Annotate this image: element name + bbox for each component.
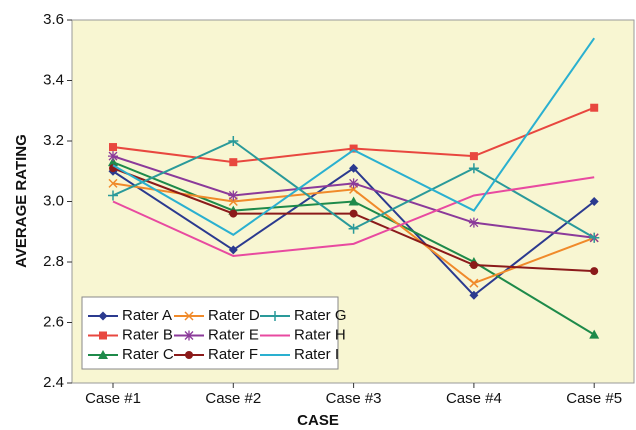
legend-box [81, 296, 339, 370]
marker [108, 178, 118, 188]
legend-label: Rater D [208, 307, 260, 324]
marker [348, 196, 359, 206]
marker [349, 209, 358, 218]
marker [589, 232, 600, 243]
marker [108, 151, 118, 162]
y-tick-label: 3.6 [43, 11, 64, 28]
marker [348, 178, 359, 189]
marker [98, 350, 108, 359]
y-tick-label: 3.2 [43, 132, 64, 149]
legend-label: Rater H [294, 326, 346, 343]
marker [228, 190, 239, 201]
marker [229, 158, 238, 167]
legend: Rater A Rater B Rater C Rater D Rater E Rater… [81, 296, 347, 370]
x-tick-label: Case #5 [566, 390, 622, 407]
marker [469, 278, 479, 288]
marker [589, 197, 599, 206]
legend-label: Rater C [122, 346, 174, 363]
x-tick-label: Case #3 [326, 390, 382, 407]
marker [184, 330, 194, 341]
x-axis-label: CASE [297, 412, 339, 429]
marker [184, 311, 194, 321]
y-tick-label: 3.0 [43, 192, 64, 209]
marker [590, 103, 599, 112]
legend-label: Rater F [208, 346, 258, 363]
marker [349, 144, 358, 153]
y-axis-label: AVERAGE RATING [13, 134, 30, 268]
legend-label: Rater E [208, 326, 259, 343]
legend-label: Rater G [294, 307, 347, 324]
marker [468, 163, 479, 174]
marker [469, 290, 479, 300]
marker [98, 311, 108, 321]
marker [185, 351, 193, 359]
x-tick-label: Case #2 [205, 390, 261, 407]
legend-label: Rater A [122, 307, 172, 324]
series-line [112, 176, 595, 257]
y-tick-label: 2.4 [43, 374, 64, 391]
series-line [112, 37, 596, 236]
legend-label: Rater B [122, 326, 173, 343]
x-tick-label: Case #1 [85, 390, 141, 407]
marker [228, 136, 239, 146]
marker [349, 163, 359, 173]
marker [469, 261, 478, 270]
marker [589, 329, 600, 339]
y-tick-label: 3.4 [43, 71, 64, 88]
marker [348, 223, 359, 234]
marker [270, 311, 280, 321]
legend-label: Rater I [294, 346, 339, 363]
marker [590, 267, 599, 276]
marker [108, 190, 118, 201]
marker [99, 331, 107, 340]
x-tick-label: Case #4 [446, 390, 502, 407]
marker [109, 143, 117, 152]
marker [108, 157, 118, 167]
marker [228, 245, 238, 255]
y-tick-label: 2.6 [43, 313, 64, 330]
y-tick-label: 2.8 [43, 253, 64, 270]
marker [469, 152, 478, 161]
marker [229, 209, 238, 218]
marker [468, 217, 479, 228]
